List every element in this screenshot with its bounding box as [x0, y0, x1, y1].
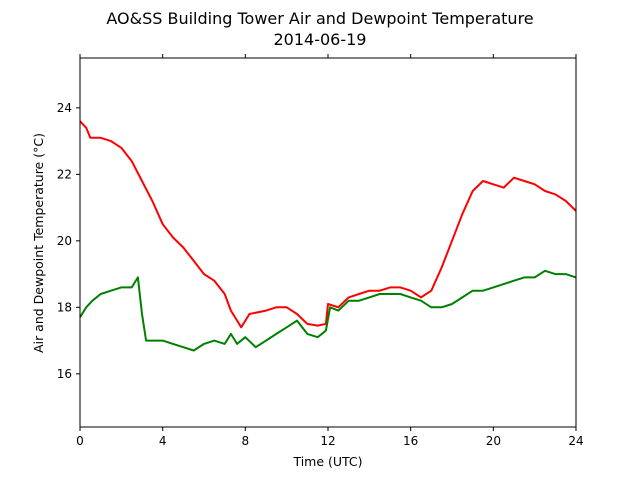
y-tick-label: 18 — [57, 300, 72, 314]
x-tick-label: 0 — [76, 434, 84, 448]
series-line-dewpoint — [79, 269, 577, 352]
x-tick-label: 8 — [242, 434, 250, 448]
series-line-air — [79, 120, 577, 329]
y-axis-label: Air and Dewpoint Temperature (°C) — [31, 133, 46, 353]
x-tick-label: 16 — [403, 434, 418, 448]
chart-subtitle: 2014-06-19 — [274, 30, 367, 49]
y-tick-label: 20 — [57, 234, 72, 248]
x-axis-label: Time (UTC) — [292, 454, 362, 469]
x-tick-label: 24 — [568, 434, 583, 448]
y-tick-label: 22 — [57, 167, 72, 181]
series-layer — [79, 120, 577, 352]
x-tick-label: 12 — [320, 434, 335, 448]
chart-title: AO&SS Building Tower Air and Dewpoint Te… — [106, 9, 533, 28]
x-tick-label: 4 — [159, 434, 167, 448]
plot-frame — [79, 57, 577, 428]
y-tick-label: 16 — [57, 367, 72, 381]
y-tick-label: 24 — [57, 101, 72, 115]
tick-layer: 0 4 8 12 16 20 24 16 18 20 22 24 — [57, 54, 584, 448]
x-tick-label: 20 — [486, 434, 501, 448]
